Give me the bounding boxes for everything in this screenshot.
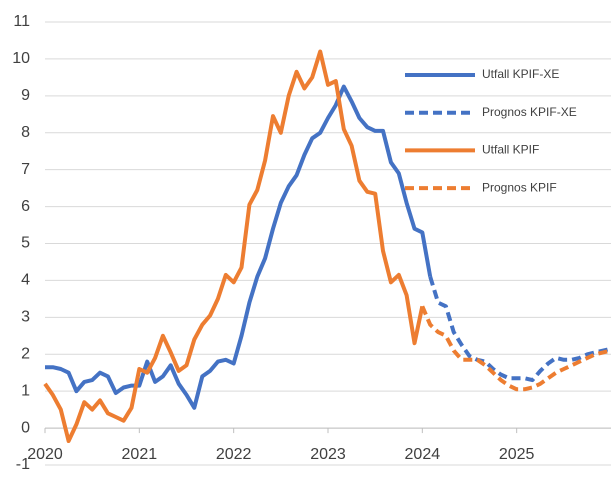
y-tick-label: 3 — [21, 309, 30, 326]
x-tick-label: 2025 — [499, 446, 535, 463]
y-tick-label: 8 — [21, 124, 30, 141]
y-tick-label: 6 — [21, 198, 30, 215]
y-tick-label: 0 — [21, 419, 30, 436]
y-tick-label: 11 — [13, 13, 30, 30]
line-series — [428, 276, 612, 383]
x-tick-label: 2021 — [122, 446, 158, 463]
legend-label: Utfall KPIF — [482, 143, 539, 157]
x-tick-label: 2022 — [216, 446, 252, 463]
y-tick-label: 4 — [21, 272, 30, 289]
x-tick-label: 2020 — [27, 446, 63, 463]
line-series — [45, 84, 433, 410]
y-tick-label: -1 — [16, 456, 30, 473]
y-tick-label: 5 — [21, 235, 30, 252]
x-tick-label: 2023 — [310, 446, 346, 463]
line-series — [43, 49, 425, 443]
y-tick-label: 9 — [21, 87, 30, 104]
legend-label: Prognos KPIF-XE — [482, 105, 577, 119]
legend-label: Utfall KPIF-XE — [482, 67, 559, 81]
y-tick-label: 2 — [21, 345, 30, 362]
legend-label: Prognos KPIF — [482, 180, 557, 194]
y-tick-label: 7 — [21, 161, 30, 178]
y-tick-label: 10 — [12, 50, 30, 67]
x-tick-label: 2024 — [405, 446, 441, 463]
line-series — [420, 305, 612, 392]
y-tick-label: 1 — [21, 382, 30, 399]
